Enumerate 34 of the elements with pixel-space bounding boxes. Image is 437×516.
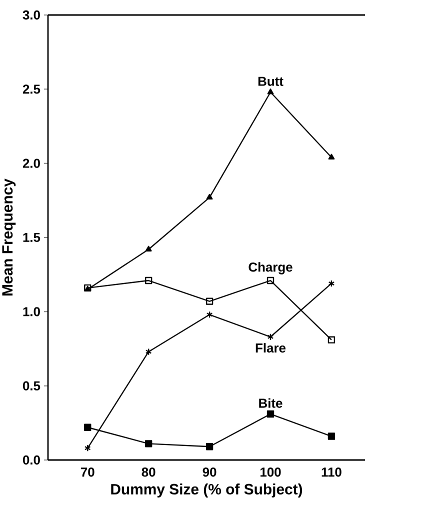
y-tick-label: 2.0 [22, 158, 40, 168]
y-tick-label: 1.5 [23, 232, 40, 242]
point [267, 333, 274, 340]
x-tick-label: 70 [80, 468, 94, 477]
point [145, 276, 152, 284]
y-tick-label: 3.0 [22, 10, 40, 20]
series-label: Flare [256, 343, 286, 353]
point [328, 336, 336, 344]
x-axis-title: Dummy Size (% of Subject) [111, 484, 302, 498]
y-tick-label: 2.5 [22, 84, 40, 94]
x-tick-label: 80 [142, 468, 156, 477]
point [267, 88, 274, 94]
point [266, 276, 274, 284]
point [84, 424, 92, 431]
point [145, 348, 152, 356]
point [206, 194, 213, 200]
x-tick-label: 100 [260, 468, 281, 477]
point [206, 443, 214, 450]
point [206, 311, 213, 318]
series-label: Charge [248, 262, 292, 274]
x-tick-label: 110 [322, 468, 342, 477]
point [145, 440, 152, 448]
point [328, 432, 336, 440]
series-label: Bite [259, 398, 282, 408]
y-axis-title: Mean Frequency [2, 178, 16, 296]
y-tick-label: 0.5 [22, 381, 40, 390]
y-tick-label: 1.0 [23, 307, 40, 316]
point [328, 154, 335, 160]
series-label: Butt [258, 76, 284, 86]
point [266, 410, 274, 418]
y-tick-label: 0.0 [22, 455, 40, 465]
point [145, 246, 152, 252]
x-tick-label: 90 [202, 468, 216, 477]
point [206, 298, 214, 305]
